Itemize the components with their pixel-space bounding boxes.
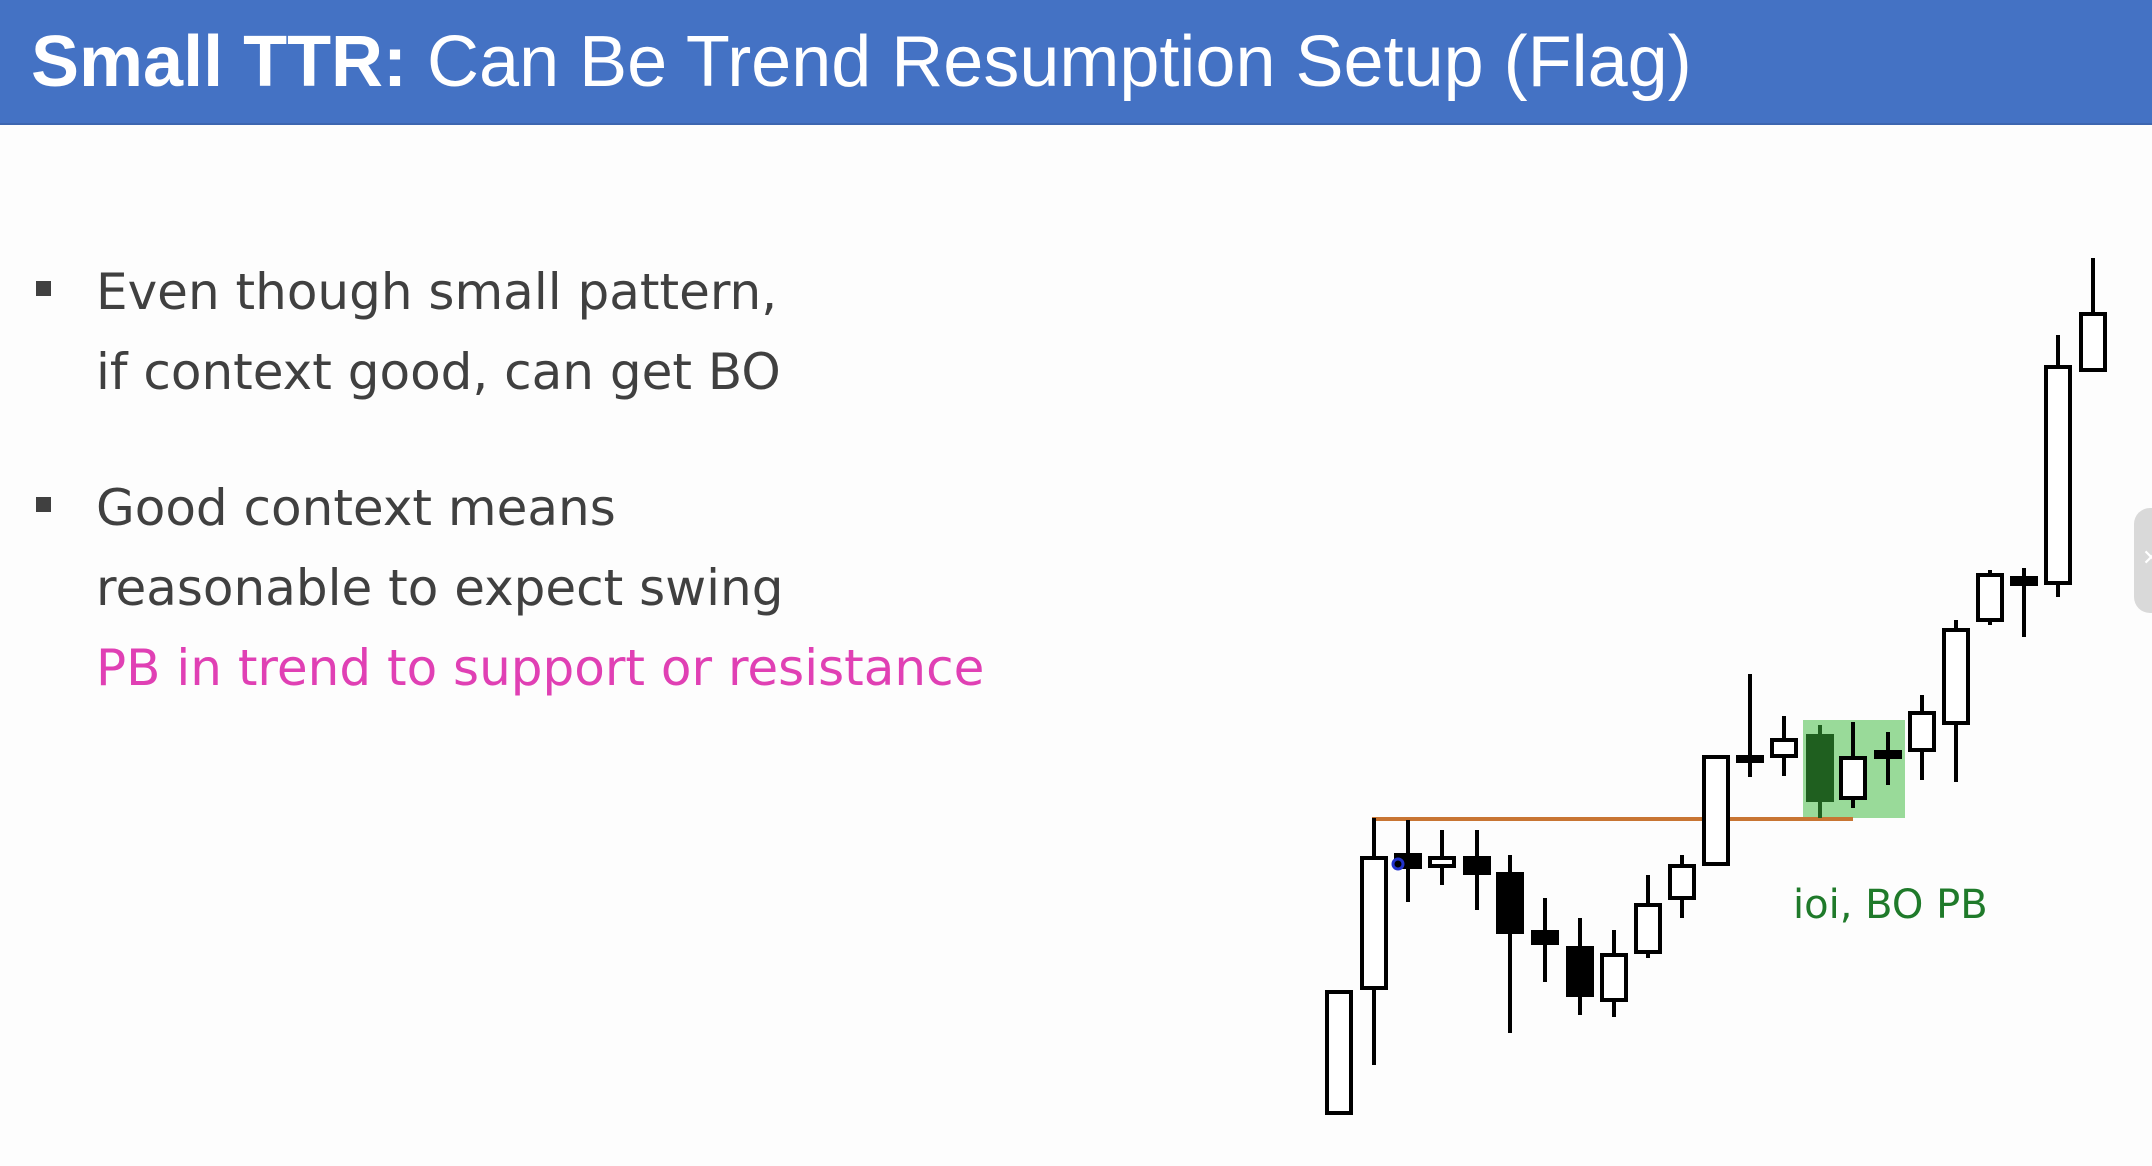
bullet-1-line-2: if context good, can get BO [96, 343, 781, 401]
candle-body-8 [1566, 946, 1594, 997]
candle-body-16 [1839, 756, 1867, 800]
entry-marker [1391, 857, 1405, 871]
candle-body-7 [1531, 930, 1559, 945]
slide-title-bold: Small TTR: [31, 22, 408, 102]
candle-body-2 [1360, 856, 1388, 990]
bullet-2-line-1: Good context means [96, 479, 616, 537]
bullet-marker-1 [36, 281, 51, 296]
candle-body-4 [1428, 856, 1456, 868]
candle-body-21 [2010, 576, 2038, 586]
title-bar: Small TTR: Can Be Trend Resumption Setup… [0, 0, 2152, 125]
candle-body-15 [1806, 734, 1834, 802]
candle-body-23 [2079, 312, 2107, 372]
candle-body-18 [1908, 711, 1936, 752]
close-icon: ✕ [2142, 546, 2152, 571]
setup-annotation: ioi, BO PB [1793, 882, 1988, 928]
candle-body-3 [1394, 853, 1422, 869]
bullet-1-line-1: Even though small pattern, [96, 263, 778, 321]
candle-body-10 [1634, 903, 1662, 954]
candles [1325, 258, 2107, 1115]
candle-body-6 [1496, 872, 1524, 934]
candle-body-9 [1600, 953, 1628, 1002]
candle-body-20 [1976, 573, 2004, 622]
candle-body-11 [1668, 864, 1696, 900]
bullet-marker-2 [36, 497, 51, 512]
candle-body-17 [1874, 750, 1902, 759]
candle-body-22 [2044, 365, 2072, 585]
candle-body-13 [1736, 755, 1764, 763]
candle-body-14 [1770, 738, 1798, 758]
bullet-2-line-2: reasonable to expect swing [96, 559, 784, 617]
slide-title: Small TTR: Can Be Trend Resumption Setup… [31, 12, 1692, 112]
candle-body-12 [1702, 755, 1730, 866]
side-panel-tab[interactable]: ✕ [2134, 508, 2152, 613]
candle-body-5 [1463, 856, 1491, 875]
bullet-2-highlight: PB in trend to support or resistance [96, 639, 985, 697]
candle-body-19 [1942, 628, 1970, 725]
candle-body-1 [1325, 990, 1353, 1115]
slide-title-rest: Can Be Trend Resumption Setup (Flag) [407, 22, 1692, 102]
